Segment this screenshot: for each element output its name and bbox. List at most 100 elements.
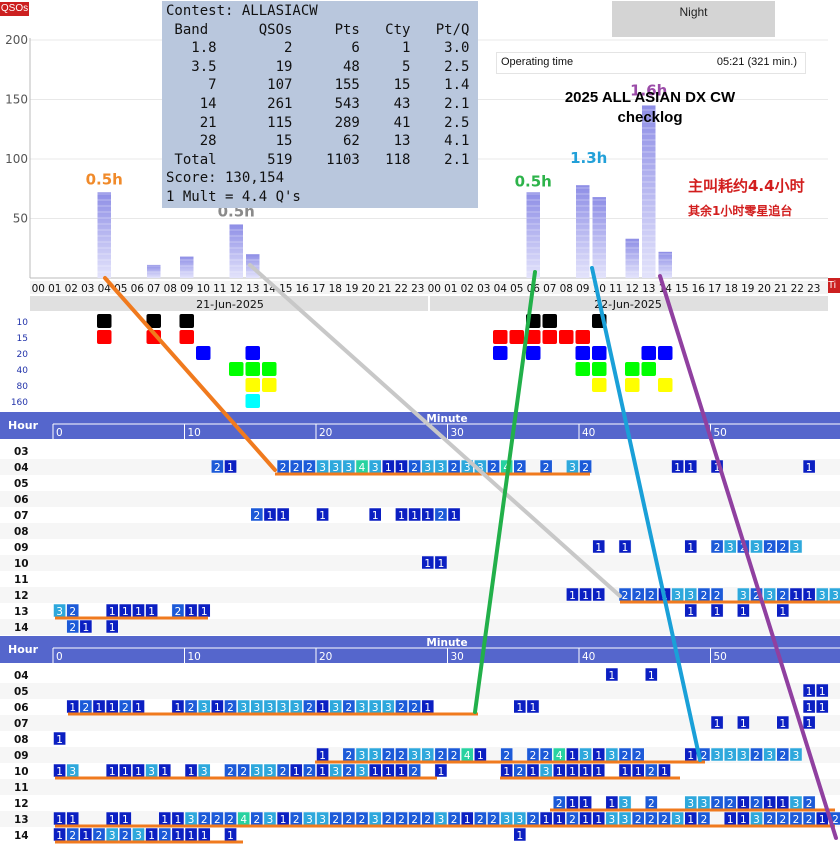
minute-qso-count: 3	[438, 462, 445, 474]
minute-qso-count: 1	[530, 702, 537, 714]
minute-qso-cell	[723, 747, 737, 762]
minute-qso-count: 1	[806, 462, 813, 474]
band-activity-cell	[97, 314, 112, 328]
minute-qso-count: 2	[424, 814, 431, 826]
minute-qso-count: 2	[516, 462, 523, 474]
minute-qso-count: 1	[464, 814, 471, 826]
minute-qso-count: 1	[96, 702, 103, 714]
qso-bar	[526, 192, 540, 278]
band-activity-cell	[262, 362, 277, 376]
minute-qso-count: 2	[477, 814, 484, 826]
minute-qso-cell	[421, 555, 435, 570]
minute-qso-count: 1	[424, 510, 431, 522]
minute-qso-count: 2	[227, 814, 234, 826]
band-activity-cell	[493, 330, 508, 344]
minute-qso-count: 1	[398, 766, 405, 778]
minute-qso-count: 2	[648, 798, 655, 810]
minute-qso-count: 2	[779, 542, 786, 554]
date-label: 21-Jun-2025	[196, 298, 264, 311]
minute-qso-cell	[737, 603, 750, 618]
hour-tick-label: 19	[741, 283, 754, 295]
hour-tick-label: 11	[609, 283, 622, 295]
minute-qso-count: 2	[766, 814, 773, 826]
minute-qso-cell	[802, 459, 816, 474]
minute-qso-count: 2	[293, 462, 300, 474]
minute-qso-count: 3	[819, 590, 826, 602]
minute-qso-count: 1	[201, 606, 208, 618]
band-activity-cell	[245, 394, 260, 408]
minute-qso-count: 1	[385, 462, 392, 474]
duration-annotation: 0.5h	[515, 172, 552, 190]
hour-tick-label: 15	[675, 283, 688, 295]
minute-qso-count: 2	[332, 814, 339, 826]
band-activity-cell	[526, 330, 541, 344]
minute-qso-count: 1	[661, 766, 668, 778]
hour-tick-label: 05	[510, 283, 523, 295]
minute-qso-cell	[368, 507, 382, 522]
qso-bar	[658, 251, 672, 278]
minute-qso-count: 3	[687, 798, 694, 810]
hour-tick-label: 09	[576, 283, 589, 295]
minute-qso-count: 2	[214, 814, 221, 826]
row-hour-label: 12	[14, 798, 29, 810]
minute-qso-count: 3	[687, 590, 694, 602]
minute-qso-count: 1	[740, 814, 747, 826]
minute-qso-count: 3	[543, 766, 550, 778]
minute-qso-count: 2	[253, 510, 260, 522]
minute-qso-count: 2	[161, 830, 168, 842]
minute-qso-count: 3	[438, 814, 445, 826]
row-hour-label: 06	[14, 494, 29, 506]
minute-qso-count: 1	[648, 670, 655, 682]
hour-tick-label: 22	[791, 283, 804, 295]
minute-qso-count: 2	[753, 590, 760, 602]
qso-bar	[576, 185, 590, 278]
minute-qso-count: 1	[227, 830, 234, 842]
band-activity-cell	[179, 314, 194, 328]
band-activity-cell	[641, 362, 656, 376]
minute-qso-count: 1	[56, 814, 63, 826]
minute-tick-label: 40	[582, 651, 595, 663]
minute-tick-label: 10	[188, 427, 201, 439]
minute-qso-count: 1	[188, 766, 195, 778]
minute-qso-count: 2	[451, 462, 458, 474]
minute-qso-cell	[250, 507, 264, 522]
minute-qso-count: 2	[766, 542, 773, 554]
minute-qso-count: 1	[109, 606, 116, 618]
minute-qso-count: 3	[609, 750, 616, 762]
band-activity-cell	[245, 378, 260, 392]
minute-qso-count: 2	[253, 814, 260, 826]
minute-qso-count: 1	[819, 686, 826, 698]
hour-tick-label: 04	[98, 283, 112, 295]
minute-qso-count: 3	[701, 798, 708, 810]
minute-qso-cell	[592, 587, 606, 602]
annotation-connector-line	[473, 270, 537, 714]
minute-row-stripe	[0, 523, 840, 539]
minute-qso-cell	[802, 715, 816, 730]
minute-qso-cell	[434, 763, 448, 778]
annotation-connector-line	[658, 274, 838, 840]
minute-qso-cell	[684, 603, 698, 618]
minute-qso-count: 3	[135, 830, 142, 842]
minute-qso-count: 3	[385, 702, 392, 714]
band-activity-cell	[97, 330, 112, 344]
minute-qso-count: 2	[701, 814, 708, 826]
minute-qso-cell	[802, 699, 816, 714]
minute-qso-count: 2	[122, 830, 129, 842]
row-hour-label: 09	[14, 542, 29, 554]
minute-qso-count: 2	[648, 814, 655, 826]
minute-qso-count: 2	[359, 814, 366, 826]
minute-qso-cell	[513, 827, 527, 842]
minute-qso-count: 2	[411, 814, 418, 826]
hour-tick-label: 01	[48, 283, 61, 295]
minute-row-stripe	[0, 779, 840, 795]
minute-qso-count: 1	[227, 462, 234, 474]
minute-qso-cell	[434, 555, 448, 570]
minute-qso-cell	[776, 747, 790, 762]
minute-qso-count: 1	[740, 718, 747, 730]
row-hour-label: 05	[14, 478, 29, 490]
minute-qso-count: 2	[648, 766, 655, 778]
minute-qso-count: 1	[569, 590, 576, 602]
minute-qso-count: 1	[595, 750, 602, 762]
row-hour-label: 13	[14, 814, 29, 826]
